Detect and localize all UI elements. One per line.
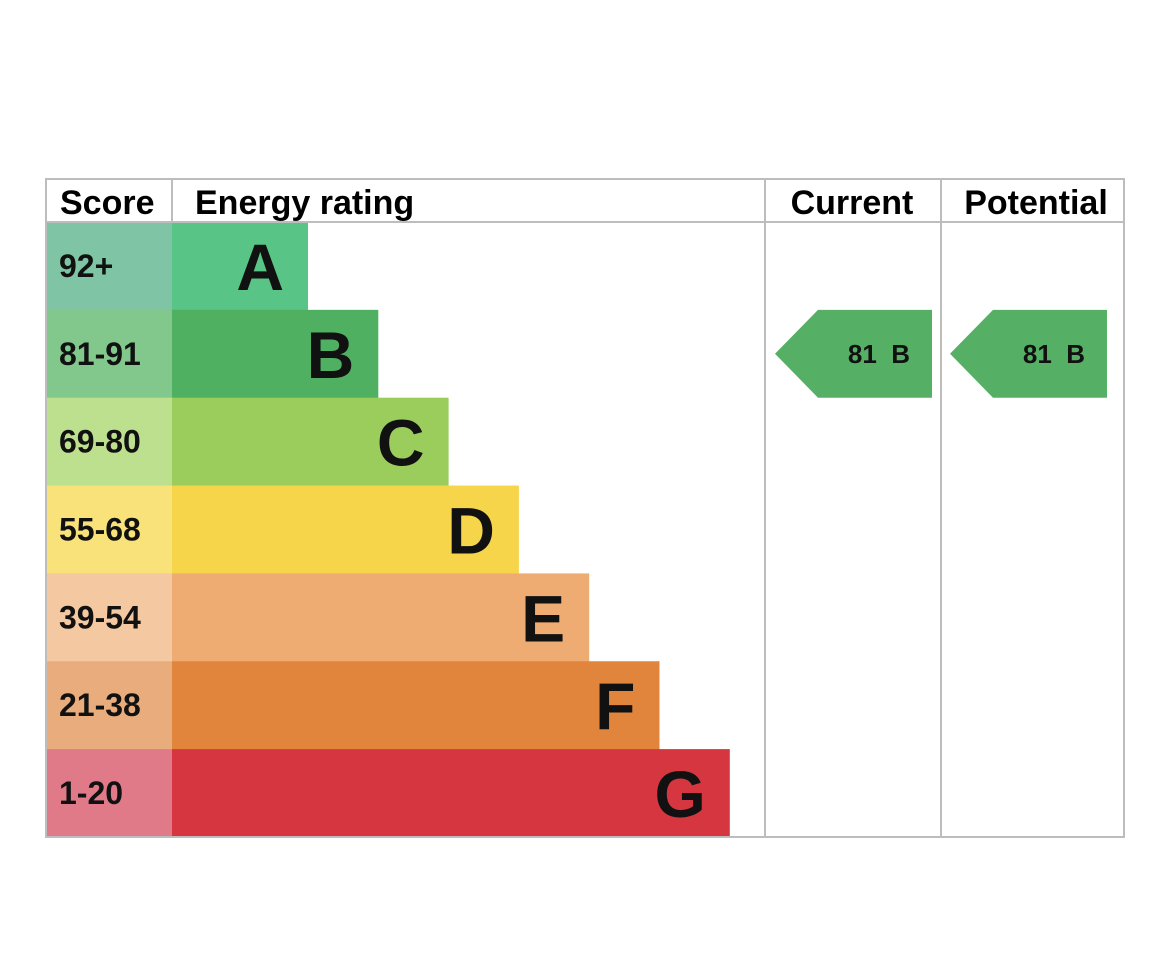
band-letter-d: D xyxy=(447,493,495,567)
header-potential: Potential xyxy=(964,184,1108,222)
band-bar-f xyxy=(172,661,660,750)
band-letter-a: A xyxy=(236,230,284,304)
rating-bands: 92+ A 81-91 B 69-80 C 55-68 D 39-54 E 21-38 F 1-20 G xyxy=(46,222,730,838)
band-bar-d xyxy=(172,485,519,574)
current-rating-arrow: 81 B xyxy=(775,309,932,398)
band-letter-g: G xyxy=(654,757,705,831)
potential-rating-arrow: 81 B xyxy=(950,309,1107,398)
band-letter-b: B xyxy=(307,318,355,392)
score-cell-c xyxy=(46,397,172,487)
score-cell-g xyxy=(46,749,172,838)
score-range-c: 69-80 xyxy=(59,424,141,460)
band-letter-e: E xyxy=(521,581,565,655)
score-range-f: 21-38 xyxy=(59,687,141,723)
score-cell-b xyxy=(46,309,172,399)
potential-rating-label: 81 B xyxy=(1023,339,1085,369)
score-range-d: 55-68 xyxy=(59,511,141,547)
potential-arrow-shape xyxy=(950,309,1107,398)
score-range-g: 1-20 xyxy=(59,775,123,811)
score-cell-e xyxy=(46,573,172,662)
band-bar-b xyxy=(172,309,379,399)
score-range-b: 81-91 xyxy=(59,336,141,372)
header-current: Current xyxy=(791,184,914,222)
score-range-a: 92+ xyxy=(59,248,113,284)
band-bar-g xyxy=(172,749,730,838)
table-frame xyxy=(45,178,1125,838)
score-cell-d xyxy=(46,485,172,574)
header-score: Score xyxy=(60,184,155,222)
score-range-e: 39-54 xyxy=(59,599,141,635)
current-rating-label: 81 B xyxy=(848,339,910,369)
band-bar-e xyxy=(172,573,590,662)
score-cell-a xyxy=(46,222,172,311)
score-cell-f xyxy=(46,661,172,750)
band-bar-a xyxy=(172,222,308,311)
current-arrow-shape xyxy=(775,309,932,398)
band-bar-c xyxy=(172,397,449,487)
band-letter-c: C xyxy=(377,406,425,480)
header-energy-rating: Energy rating xyxy=(195,184,414,222)
band-letter-f: F xyxy=(595,669,635,743)
